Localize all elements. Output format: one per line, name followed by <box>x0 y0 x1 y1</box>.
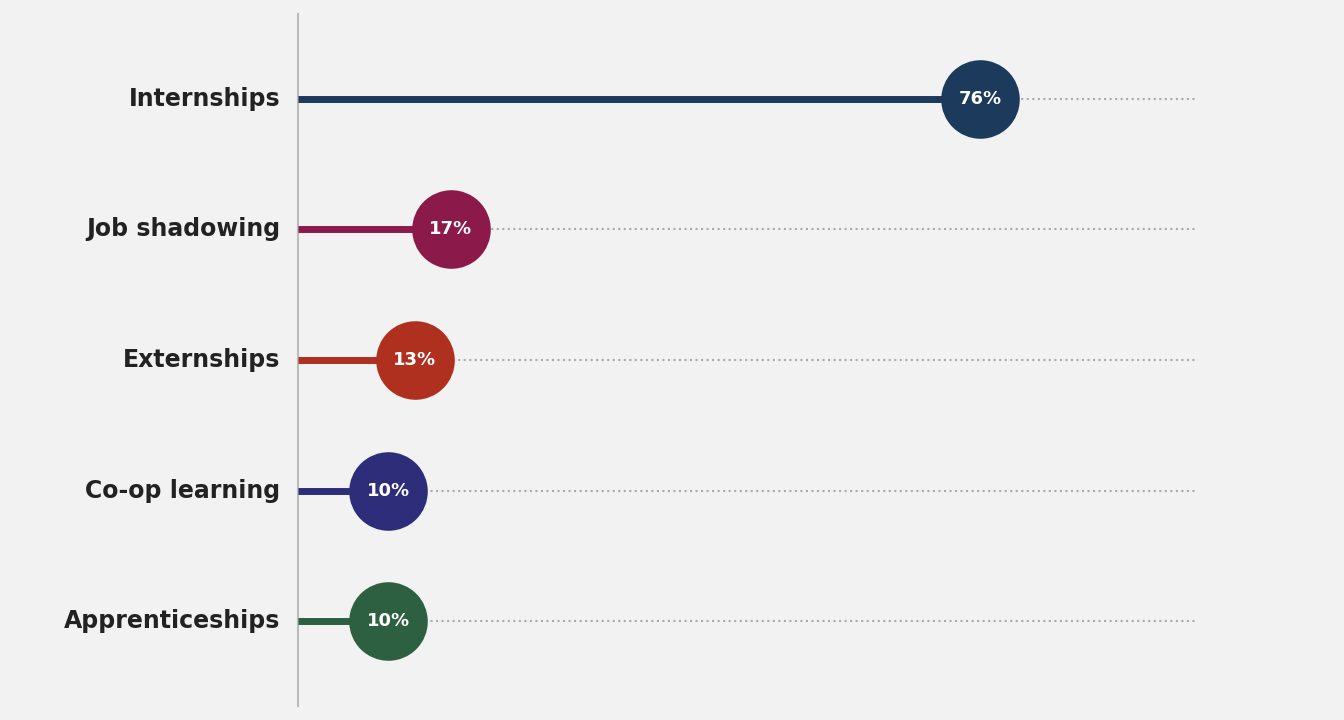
Text: 17%: 17% <box>429 220 472 238</box>
Point <box>378 616 399 627</box>
Text: Internships: Internships <box>129 87 281 111</box>
Point <box>969 93 991 104</box>
Text: 10%: 10% <box>367 612 410 630</box>
Text: Externships: Externships <box>124 348 281 372</box>
Point <box>405 354 426 366</box>
Text: Job shadowing: Job shadowing <box>86 217 281 241</box>
Text: 13%: 13% <box>394 351 437 369</box>
Text: Apprenticeships: Apprenticeships <box>65 609 281 633</box>
Point <box>439 224 461 235</box>
Text: 10%: 10% <box>367 482 410 500</box>
Text: 76%: 76% <box>958 90 1001 108</box>
Point <box>378 485 399 496</box>
Text: Co-op learning: Co-op learning <box>85 479 281 503</box>
